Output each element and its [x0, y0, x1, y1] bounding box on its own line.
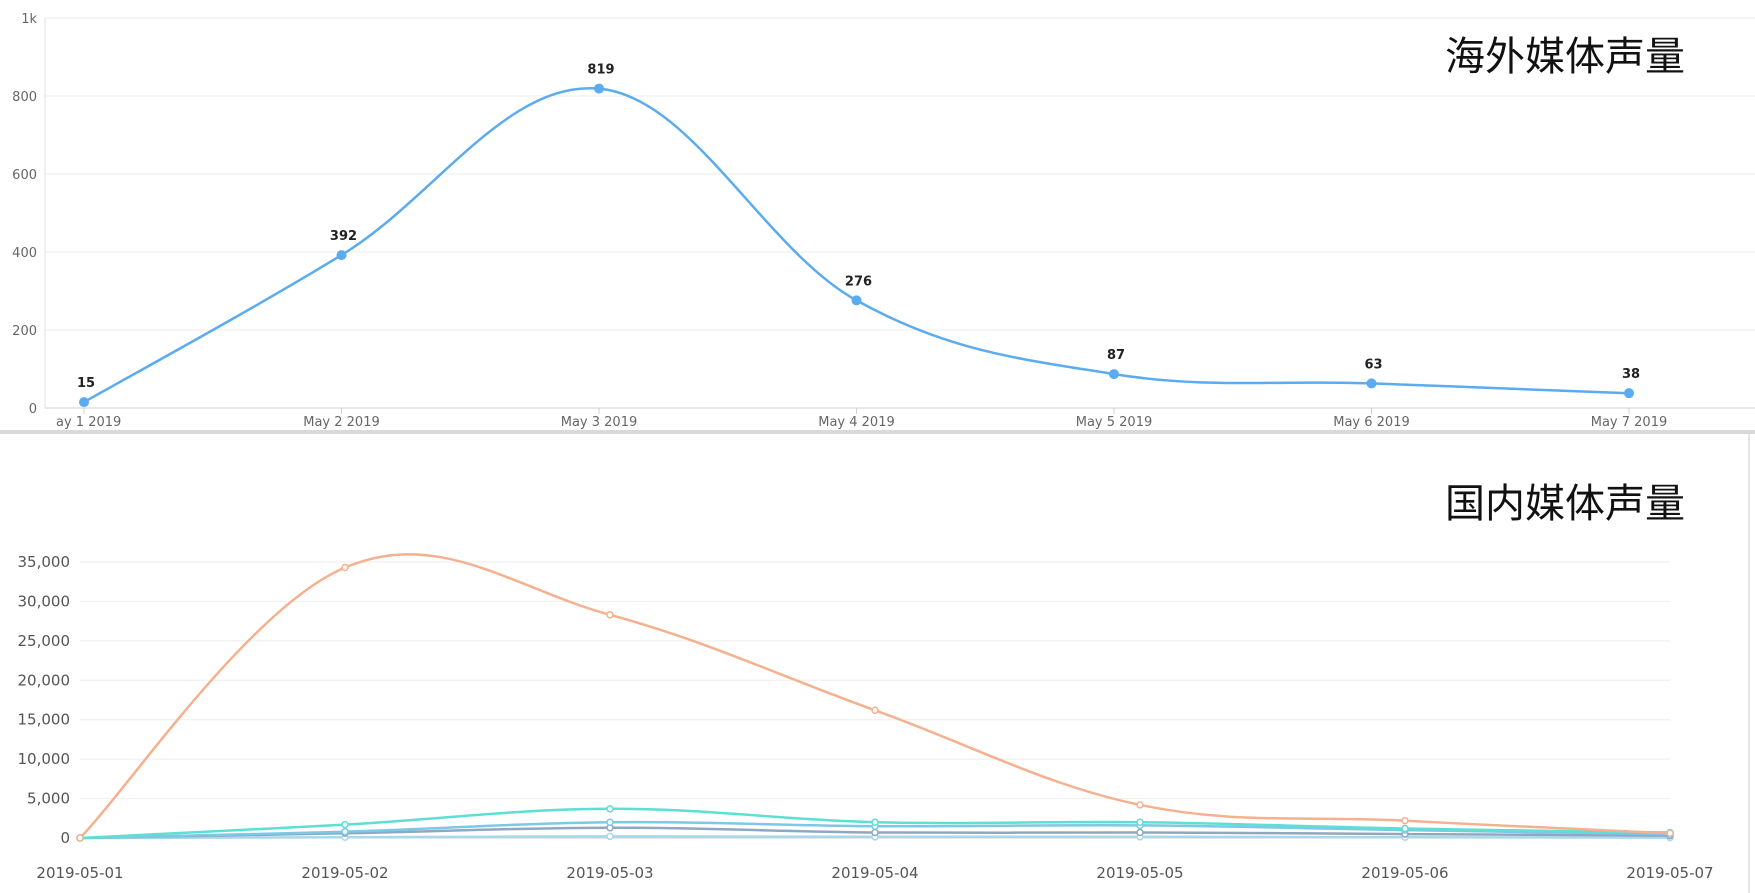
- chart-overseas-grid: [44, 17, 1755, 414]
- y-tick-label: 1k: [21, 12, 37, 27]
- data-label: 392: [330, 229, 357, 244]
- y-tick-label: 20,000: [18, 671, 71, 689]
- x-tick-label: May 4 2019: [818, 415, 895, 430]
- data-point: [1109, 369, 1119, 380]
- x-tick-label: May 6 2019: [1333, 415, 1410, 430]
- data-label: 15: [77, 376, 95, 391]
- y-tick-label: 200: [12, 324, 37, 339]
- data-point: [594, 83, 604, 94]
- data-label: 276: [845, 274, 872, 289]
- y-tick-label: 600: [12, 168, 37, 183]
- y-tick-label: 800: [12, 90, 37, 105]
- data-point: [871, 828, 879, 837]
- data-point: [851, 295, 862, 306]
- data-label: 87: [1107, 348, 1125, 363]
- chart-domestic-title: 国内媒体声量: [1445, 481, 1685, 527]
- series-line: [79, 553, 1671, 839]
- x-tick-label: 2019-05-07: [1626, 864, 1713, 882]
- data-point: [1666, 829, 1674, 838]
- y-tick-label: 25,000: [18, 632, 71, 650]
- chart-domestic: 0 5,000 10,000 15,000 20,000 25,000 30,000 35,0…: [18, 481, 1714, 882]
- chart-domestic-series: [79, 553, 1671, 840]
- chart-overseas-points: [79, 83, 1634, 408]
- y-tick-label: 0: [29, 402, 37, 417]
- chart-divider: [0, 430, 1755, 434]
- data-point: [871, 818, 879, 826]
- data-point: [871, 706, 879, 715]
- y-tick-label: 0: [60, 829, 70, 847]
- y-tick-label: 10,000: [18, 750, 71, 768]
- data-point: [76, 834, 84, 842]
- x-tick-label: 2019-05-04: [831, 864, 918, 882]
- data-point: [341, 563, 349, 572]
- data-point: [1136, 828, 1144, 837]
- x-tick-label: ay 1 2019: [56, 415, 121, 430]
- x-tick-label: 2019-05-01: [36, 864, 123, 882]
- data-point: [1401, 816, 1409, 825]
- data-point: [606, 611, 614, 619]
- data-point: [606, 805, 614, 813]
- chart-overseas-y-axis: 0 200 400 600 800 1k: [12, 12, 37, 417]
- y-tick-label: 5,000: [27, 790, 70, 808]
- data-point: [79, 397, 89, 408]
- y-tick-label: 400: [12, 246, 37, 261]
- x-tick-label: 2019-05-03: [566, 864, 653, 882]
- y-tick-label: 30,000: [18, 592, 71, 610]
- x-tick-label: 2019-05-06: [1361, 864, 1448, 882]
- chart-domestic-y-axis: 0 5,000 10,000 15,000 20,000 25,000 30,000 35,0…: [18, 553, 71, 847]
- data-point: [341, 827, 349, 836]
- data-point: [606, 832, 614, 841]
- data-point: [341, 820, 349, 829]
- data-point: [1401, 824, 1409, 833]
- chart-domestic-right-border: [1748, 434, 1750, 893]
- data-point: [336, 250, 347, 261]
- data-label: 819: [587, 63, 614, 78]
- y-tick-label: 15,000: [18, 711, 71, 729]
- chart-overseas-x-axis: ay 1 2019 May 2 2019 May 3 2019 May 4 2019 M…: [56, 415, 1667, 430]
- data-point: [1136, 801, 1144, 809]
- x-tick-label: May 5 2019: [1076, 415, 1153, 430]
- chart-overseas-title: 海外媒体声量: [1445, 34, 1685, 80]
- x-tick-label: 2019-05-05: [1096, 864, 1183, 882]
- data-point: [1136, 818, 1144, 826]
- x-tick-label: May 7 2019: [1591, 415, 1668, 430]
- data-label: 38: [1622, 367, 1640, 382]
- x-tick-label: May 3 2019: [561, 415, 638, 430]
- y-tick-label: 35,000: [18, 553, 71, 571]
- x-tick-label: May 2 2019: [303, 415, 380, 430]
- x-tick-label: 2019-05-02: [301, 864, 388, 882]
- data-label: 63: [1364, 357, 1382, 372]
- chart-domestic-grid: [80, 561, 1670, 839]
- chart-overseas-background: [0, 0, 1755, 432]
- chart-overseas-data-labels: 15 392 819 276 87 63 38: [77, 63, 1640, 392]
- data-point: [606, 818, 614, 826]
- chart-overseas: 0 200 400 600 800 1k ay 1 2019 May 2 2019 May 3…: [0, 0, 1755, 432]
- chart-domestic-points: [76, 563, 1674, 842]
- chart-domestic-x-axis: 2019-05-01 2019-05-02 2019-05-03 2019-05-04…: [36, 864, 1713, 882]
- data-point: [1624, 388, 1634, 399]
- data-point: [1366, 378, 1377, 389]
